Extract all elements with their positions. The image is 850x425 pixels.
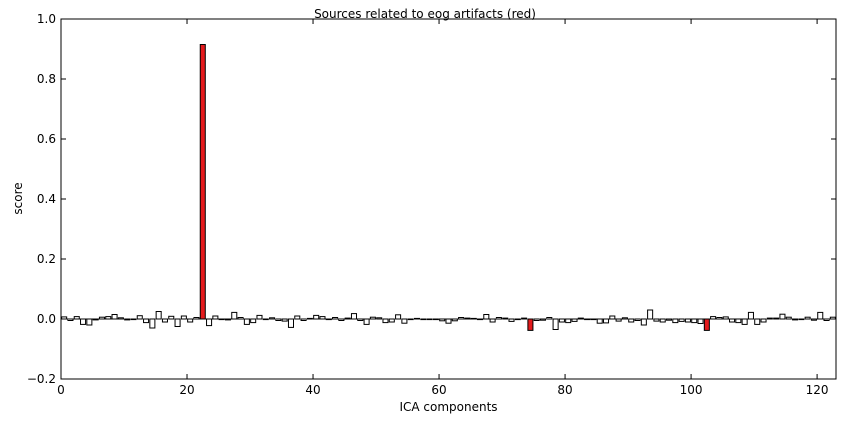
bar — [603, 318, 610, 324]
bar — [332, 317, 339, 320]
bar — [647, 309, 654, 320]
bar — [363, 318, 370, 325]
bar — [243, 318, 250, 325]
y-tick-label: 0.4 — [37, 192, 56, 206]
bar — [729, 318, 736, 323]
bar — [754, 318, 761, 325]
bar — [86, 318, 93, 326]
bar — [722, 316, 729, 320]
x-tick-label: 120 — [806, 383, 829, 397]
bar — [313, 314, 320, 320]
bar — [73, 316, 80, 320]
bar — [319, 316, 326, 320]
y-tick-label: −0.2 — [27, 372, 56, 386]
y-axis: −0.2 0.0 0.2 0.4 0.6 0.8 1.0 — [27, 12, 836, 386]
x-axis-label: ICA components — [399, 400, 497, 414]
bar — [817, 311, 824, 320]
bar — [117, 317, 124, 320]
bar — [193, 317, 200, 320]
x-tick-label: 20 — [179, 383, 194, 397]
y-tick-label: 0.2 — [37, 252, 56, 266]
bar — [495, 317, 502, 320]
y-tick-label: 1.0 — [37, 12, 56, 26]
bar-highlighted — [199, 44, 206, 320]
bar — [621, 317, 628, 320]
bar — [552, 318, 559, 330]
x-tick-label: 0 — [57, 383, 65, 397]
bar — [98, 316, 105, 320]
x-tick-label: 60 — [431, 383, 446, 397]
bar — [401, 318, 408, 324]
bar — [747, 311, 754, 320]
bar — [67, 318, 74, 321]
bar — [779, 313, 786, 320]
bar — [143, 318, 150, 324]
bar — [174, 318, 181, 327]
bar — [571, 318, 578, 322]
x-tick-label: 100 — [680, 383, 703, 397]
bar — [187, 318, 194, 323]
bar — [596, 318, 603, 324]
bar — [741, 318, 748, 325]
bar — [369, 316, 376, 320]
bar — [212, 315, 219, 320]
bar — [80, 318, 87, 325]
y-tick-label: 0.8 — [37, 72, 56, 86]
bar — [458, 317, 465, 320]
bar — [735, 318, 742, 324]
bar — [609, 315, 616, 320]
bar — [206, 318, 213, 327]
bar — [382, 318, 389, 324]
x-tick-label: 80 — [557, 383, 572, 397]
y-axis-label: score — [11, 182, 25, 214]
bar — [710, 316, 717, 320]
bar — [439, 318, 446, 322]
bar — [357, 318, 364, 321]
bar — [231, 311, 238, 320]
x-tick-label: 40 — [305, 383, 320, 397]
bar — [489, 318, 496, 323]
bar — [256, 314, 263, 320]
bar — [237, 317, 244, 320]
bar — [451, 318, 458, 322]
bars-layer — [61, 44, 836, 331]
bar — [640, 318, 647, 326]
bar — [250, 318, 257, 324]
chart-title: Sources related to eog artifacts (red) — [314, 7, 536, 21]
bar — [350, 313, 358, 320]
bar — [105, 316, 112, 320]
bar — [338, 318, 345, 321]
bar — [565, 318, 572, 324]
bar — [672, 318, 679, 324]
bar — [395, 314, 402, 320]
bar — [149, 318, 156, 329]
bar — [445, 318, 452, 324]
bar-highlighted — [703, 318, 710, 331]
bar — [697, 318, 704, 324]
x-axis: 0 20 40 60 80 100 120 — [57, 19, 829, 397]
bar — [483, 314, 490, 320]
bar — [287, 318, 295, 328]
bar — [716, 317, 723, 320]
y-tick-label: 0.0 — [37, 312, 56, 326]
bar — [691, 318, 698, 324]
y-tick-label: 0.6 — [37, 132, 56, 146]
bar — [823, 318, 830, 321]
bar — [155, 311, 162, 320]
bar — [615, 318, 622, 322]
bar — [111, 314, 118, 320]
bar-highlighted — [527, 318, 534, 331]
